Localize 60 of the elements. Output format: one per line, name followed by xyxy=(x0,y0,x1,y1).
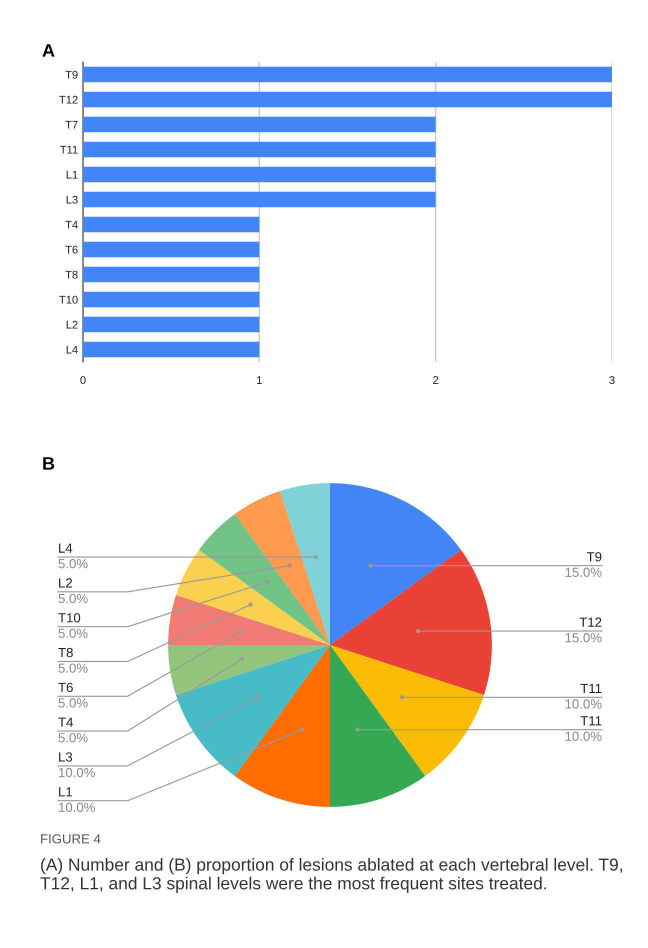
slice-label: T11 xyxy=(580,684,602,693)
pie-slice xyxy=(280,483,330,645)
y-tick-label: T12 xyxy=(59,96,78,104)
y-tick-label: T4 xyxy=(65,220,78,229)
data-label: 5.0% xyxy=(58,628,88,638)
pie-slice xyxy=(176,645,330,776)
y-tick-label: T11 xyxy=(60,146,78,154)
pie-slice xyxy=(199,514,330,645)
text: (A) Number and (B) proportion of lesions ablated at each vertebral level. T9, T12, L1, and L3 spinal levels were the most frequent sites treated. xyxy=(40,858,622,893)
chart-title: B xyxy=(43,457,54,470)
y-tick-label: T9 xyxy=(65,70,78,79)
data-label: 10.0% xyxy=(59,802,95,812)
x-tick-label: 0 xyxy=(80,376,86,384)
y-tick-label: L2 xyxy=(66,320,78,329)
y-tick-label: T8 xyxy=(65,270,78,279)
pie-slice xyxy=(168,594,330,645)
pie-slice xyxy=(330,645,426,807)
bar xyxy=(83,266,260,282)
bar xyxy=(83,242,260,258)
data-label: 5.0% xyxy=(58,698,88,708)
pie-slice xyxy=(330,483,461,645)
data-label: 15.0% xyxy=(566,633,602,642)
chart-title: A xyxy=(42,44,55,57)
data-label: 10.0% xyxy=(59,768,95,778)
pie-slice xyxy=(234,491,330,645)
data-label: 5.0% xyxy=(58,733,88,742)
x-tick-label: 3 xyxy=(609,376,615,384)
bar xyxy=(83,292,260,308)
bar xyxy=(83,216,260,232)
pie-slice xyxy=(330,550,492,696)
data-label: 10.0% xyxy=(566,699,602,709)
bar xyxy=(83,192,436,208)
pie-slice xyxy=(330,645,484,776)
y-tick-label: L4 xyxy=(66,346,78,354)
y-tick-label: L1 xyxy=(66,170,78,179)
data-label: 5.0% xyxy=(58,594,88,604)
pie-slice xyxy=(234,645,330,807)
slice-label: T11 xyxy=(580,716,602,726)
y-tick-label: T7 xyxy=(65,120,78,129)
bar xyxy=(83,66,612,82)
bar xyxy=(83,166,436,182)
y-tick-label: L3 xyxy=(66,196,78,204)
data-label: 5.0% xyxy=(58,559,88,568)
data-label: 5.0% xyxy=(58,663,88,673)
slice-label: T9 xyxy=(586,552,602,562)
slice-label: T12 xyxy=(580,618,602,627)
pie-slice xyxy=(168,645,330,696)
bar xyxy=(83,116,436,132)
data-label: 10.0% xyxy=(566,732,602,741)
caption: FIGURE 4 xyxy=(41,834,100,844)
bar xyxy=(83,342,260,358)
bar xyxy=(83,142,436,158)
pie-slice xyxy=(176,550,330,645)
y-tick-label: T6 xyxy=(65,246,78,254)
x-tick-label: 2 xyxy=(433,376,438,384)
y-tick-label: T10 xyxy=(59,296,78,304)
x-tick-label: 1 xyxy=(257,376,262,384)
data-label: 15.0% xyxy=(566,568,602,577)
bar xyxy=(83,316,260,332)
bar xyxy=(83,92,612,108)
